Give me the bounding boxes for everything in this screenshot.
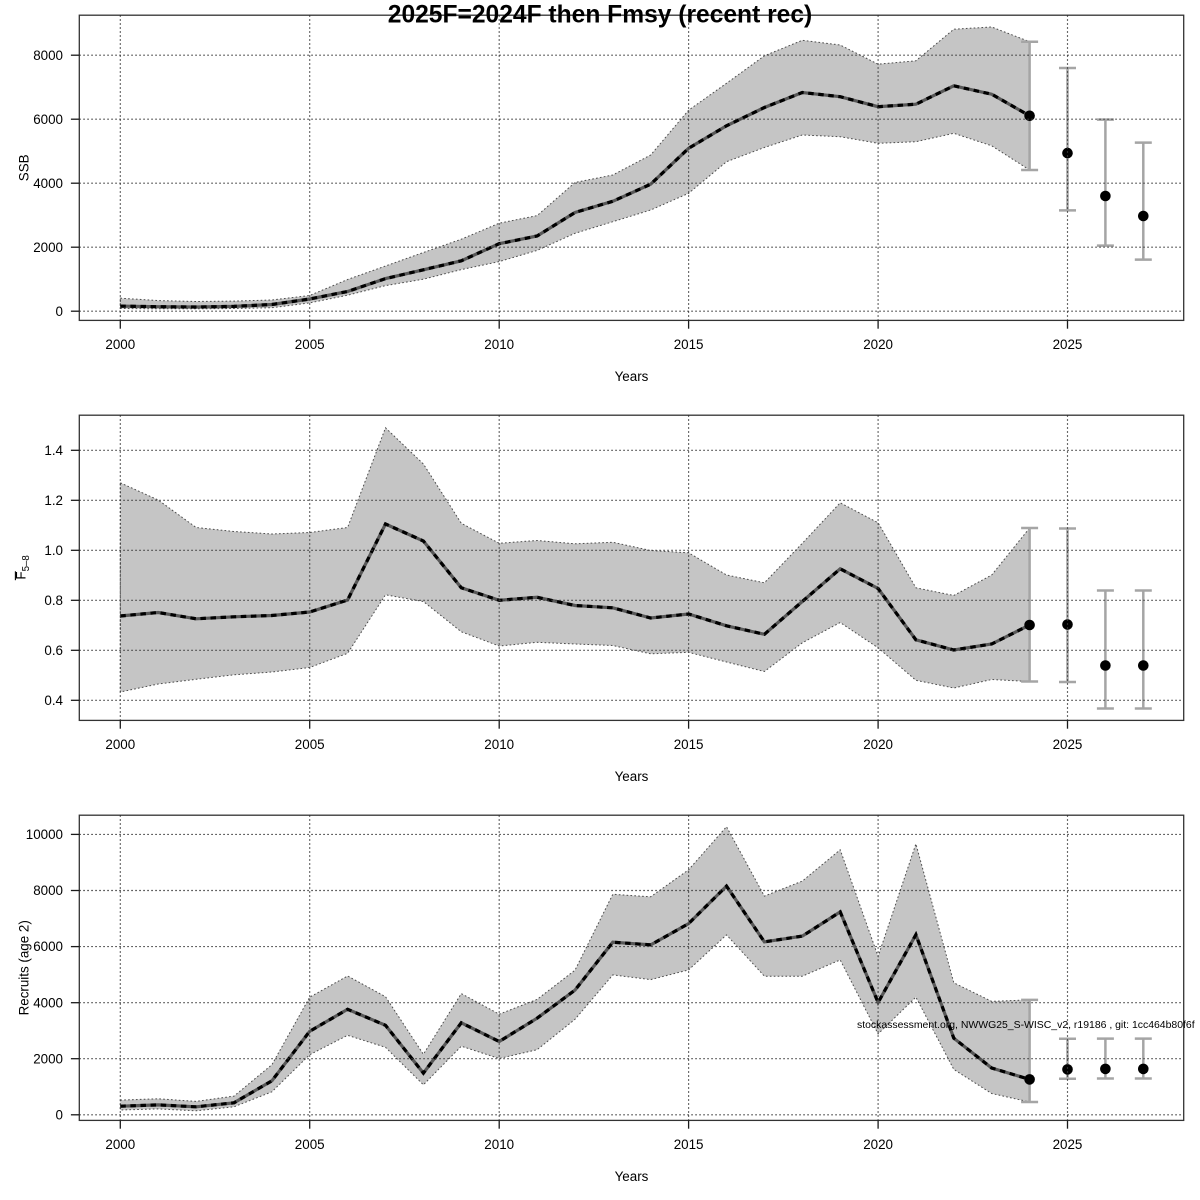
svg-text:SSB: SSB	[17, 154, 32, 181]
svg-text:2025F=2024F then Fmsy (recent: 2025F=2024F then Fmsy (recent rec)	[388, 2, 812, 29]
svg-text:1.2: 1.2	[44, 493, 63, 508]
svg-text:2025: 2025	[1053, 1137, 1083, 1152]
svg-text:6000: 6000	[33, 939, 63, 954]
svg-text:2015: 2015	[674, 337, 704, 352]
svg-text:0.8: 0.8	[44, 593, 63, 608]
svg-text:2020: 2020	[863, 1137, 893, 1152]
svg-text:0: 0	[56, 304, 63, 319]
svg-text:2020: 2020	[863, 337, 893, 352]
svg-text:2005: 2005	[295, 1137, 325, 1152]
svg-text:2000: 2000	[33, 1051, 63, 1066]
svg-text:0.6: 0.6	[44, 643, 63, 658]
svg-text:2025: 2025	[1053, 737, 1083, 752]
svg-text:2015: 2015	[674, 737, 704, 752]
svg-text:2000: 2000	[105, 337, 135, 352]
svg-text:Years: Years	[615, 369, 649, 384]
svg-text:2020: 2020	[863, 737, 893, 752]
svg-text:Recruits (age 2): Recruits (age 2)	[17, 920, 32, 1015]
svg-text:2005: 2005	[295, 737, 325, 752]
svg-text:1.0: 1.0	[44, 543, 63, 558]
svg-text:4000: 4000	[33, 995, 63, 1010]
svg-text:8000: 8000	[33, 48, 63, 63]
svg-text:Years: Years	[615, 1169, 649, 1184]
svg-text:8000: 8000	[33, 883, 63, 898]
svg-text:6000: 6000	[33, 112, 63, 127]
svg-text:2000: 2000	[105, 1137, 135, 1152]
svg-text:2010: 2010	[484, 737, 514, 752]
svg-text:2010: 2010	[484, 1137, 514, 1152]
svg-text:2015: 2015	[674, 1137, 704, 1152]
svg-text:10000: 10000	[26, 827, 63, 842]
svg-text:2025: 2025	[1053, 337, 1083, 352]
svg-text:2000: 2000	[105, 737, 135, 752]
svg-text:Years: Years	[615, 769, 649, 784]
svg-text:stockassessment.org, NWWG25_S-: stockassessment.org, NWWG25_S-WISC_v2, r…	[857, 1020, 1195, 1031]
svg-text:2010: 2010	[484, 337, 514, 352]
svg-text:0.4: 0.4	[44, 693, 63, 708]
svg-text:0: 0	[56, 1107, 63, 1122]
svg-text:2000: 2000	[33, 240, 63, 255]
svg-text:4000: 4000	[33, 176, 63, 191]
svg-text:1.4: 1.4	[44, 443, 63, 458]
svg-text:2005: 2005	[295, 337, 325, 352]
